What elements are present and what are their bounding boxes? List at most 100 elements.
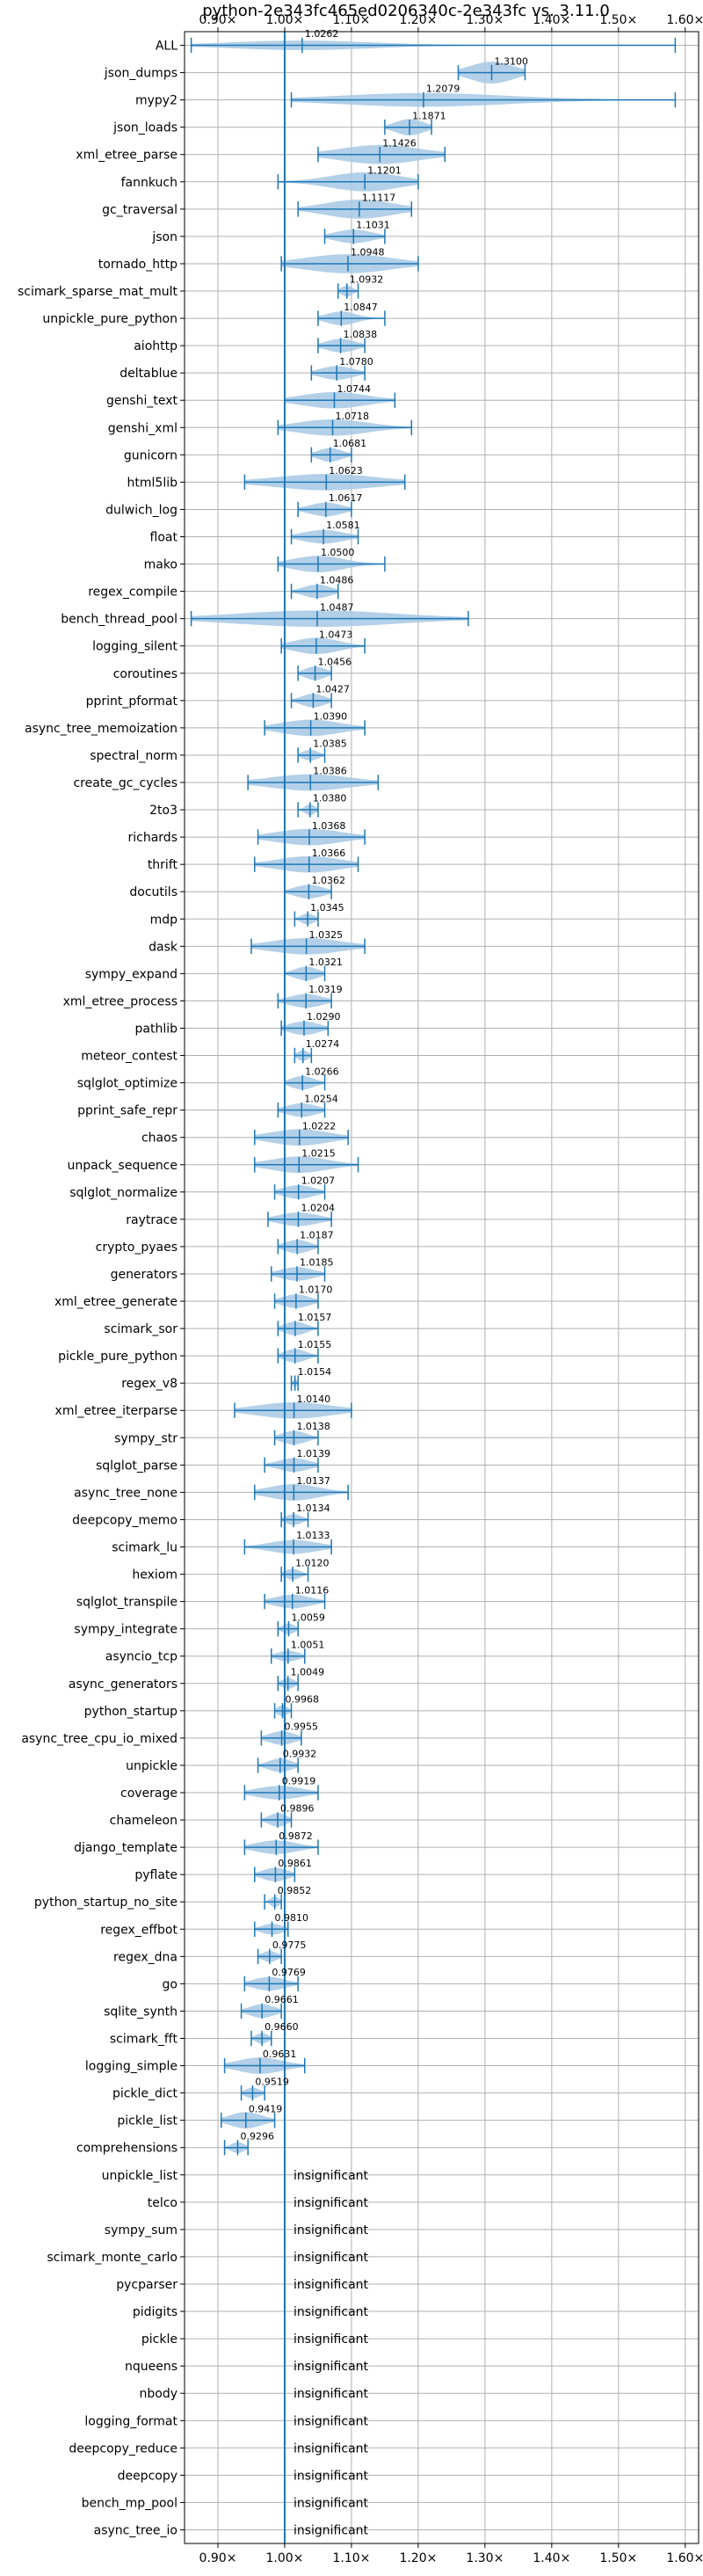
benchmark-label: sqlglot_normalize [69,1186,178,1200]
data-value-label: 0.9769 [272,1967,306,1978]
benchmark-label: hexiom [132,1568,178,1583]
benchmark-label: sympy_sum [105,2223,178,2238]
insignificant-label: insignificant [294,2196,369,2210]
grid-layer [185,32,699,2543]
x-tick-label-bottom: 0.90× [199,2551,237,2565]
data-value-label: 1.0456 [318,656,352,667]
benchmark-label: python_startup [84,1705,178,1719]
benchmark-label: meteor_contest [81,1050,178,1064]
x-tick-label-top: 1.10× [332,13,370,27]
benchmark-label: float [150,531,178,545]
label-layer: ALL json_dumps mypy2 json_loads xml_etree_pa… [18,28,528,2537]
benchmark-label: pprint_pformat [86,695,178,709]
data-value-label: 1.0139 [297,1448,331,1459]
benchmark-label: scimark_lu [112,1541,178,1555]
data-value-label: 1.0155 [298,1339,332,1350]
data-value-label: 1.0187 [300,1230,334,1241]
data-value-label: 1.0681 [333,438,367,449]
benchmark-label: mdp [150,913,178,927]
benchmark-label: pyflate [134,1868,178,1882]
data-value-label: 1.0321 [308,957,343,968]
data-value-label: 1.0266 [305,1066,339,1077]
benchmark-label: regex_compile [88,586,178,600]
benchmark-label: bench_mp_pool [82,2496,178,2510]
data-value-label: 1.0133 [296,1530,330,1541]
benchmark-label: django_template [74,1841,178,1855]
data-value-label: 1.0486 [320,574,354,586]
benchmark-label: pprint_safe_repr [77,1104,178,1118]
data-value-label: 0.9775 [272,1939,307,1951]
data-value-label: 0.9810 [275,1912,309,1924]
benchmark-label: scimark_sor [104,1322,178,1336]
data-value-label: 0.9296 [240,2130,274,2142]
data-value-label: 1.1117 [362,193,396,204]
data-value-label: 0.9932 [283,1749,317,1760]
benchmark-label: async_generators [69,1677,178,1692]
insignificant-label: insignificant [294,2523,369,2537]
benchmark-label: nqueens [125,2360,178,2374]
insignificant-label: insignificant [294,2278,369,2292]
benchmark-label: dulwich_log [105,503,178,517]
benchmark-label: create_gc_cycles [73,776,178,790]
data-value-label: 0.9419 [249,2103,283,2114]
benchmark-label: gunicorn [124,448,178,462]
benchmark-label: sqlite_synth [104,2005,178,2019]
data-value-label: 1.0049 [291,1666,325,1677]
data-value-label: 1.1201 [367,164,402,176]
benchmark-label: json [151,230,178,244]
data-value-label: 1.0386 [313,766,347,777]
data-value-label: 1.0948 [351,247,385,258]
data-value-label: 1.0140 [297,1394,331,1405]
data-value-label: 0.9872 [279,1830,313,1842]
benchmark-label: unpickle_pure_python [42,312,178,326]
data-value-label: 1.0274 [306,1038,340,1050]
x-tick-label-bottom: 1.50× [599,2551,637,2565]
data-value-label: 1.0362 [311,875,345,886]
benchmark-label: tornado_http [98,258,178,272]
benchmark-label: xml_etree_process [63,994,178,1008]
benchmark-label: ALL [156,40,178,54]
data-value-label: 0.9519 [255,2076,289,2087]
benchmark-label: sqlglot_transpile [76,1596,178,1610]
x-tick-label-bottom: 1.30× [466,2551,504,2565]
benchmark-label: logging_format [84,2414,178,2428]
benchmark-label: dask [149,940,178,954]
data-value-label: 0.9968 [286,1694,320,1706]
data-value-label: 1.0581 [326,520,360,531]
benchmark-label: pathlib [135,1022,178,1036]
benchmark-label: pickle_dict [112,2087,178,2101]
benchmark-label: python_startup_no_site [34,1896,178,1910]
data-value-label: 1.2079 [426,83,460,94]
benchmark-label: pickle [141,2332,178,2347]
data-value-label: 0.9852 [278,1885,312,1896]
data-value-label: 1.0120 [295,1557,330,1568]
benchmark-label: sympy_str [114,1431,178,1445]
data-value-label: 1.0154 [298,1366,332,1378]
benchmark-label: deepcopy_memo [72,1513,178,1527]
data-value-label: 1.0185 [300,1257,334,1269]
insignificant-label: insignificant [294,2305,369,2319]
data-value-label: 1.0254 [304,1093,338,1104]
benchmark-label: pickle_list [117,2114,178,2128]
data-value-label: 1.0170 [299,1284,333,1296]
benchmark-label: xml_etree_iterparse [55,1404,178,1418]
data-value-label: 1.1426 [382,137,417,149]
benchmark-label: telco [148,2196,178,2210]
data-value-label: 1.0290 [307,1011,341,1022]
data-value-label: 1.0473 [319,629,353,640]
axis-layer: 0.90× 0.90× 1.00× 1.00× 1.10× 1.10× 1.20× 1.20×… [180,13,703,2565]
benchmark-label: bench_thread_pool [61,613,178,627]
x-tick-label-bottom: 1.40× [533,2551,570,2565]
insignificant-label: insignificant [294,2441,369,2456]
benchmark-label: fannkuch [121,176,178,190]
data-value-label: 1.0059 [291,1612,325,1623]
benchmark-label: regex_v8 [121,1377,178,1391]
benchmark-label: sqlglot_optimize [77,1077,178,1091]
x-tick-label-top: 1.40× [533,13,570,27]
benchmark-label: docutils [129,885,178,899]
benchmark-label: sympy_integrate [74,1623,178,1637]
data-value-label: 1.0116 [295,1584,330,1596]
data-value-label: 0.9955 [285,1721,319,1733]
data-value-label: 1.0204 [301,1203,335,1214]
data-value-label: 1.0617 [329,492,363,504]
